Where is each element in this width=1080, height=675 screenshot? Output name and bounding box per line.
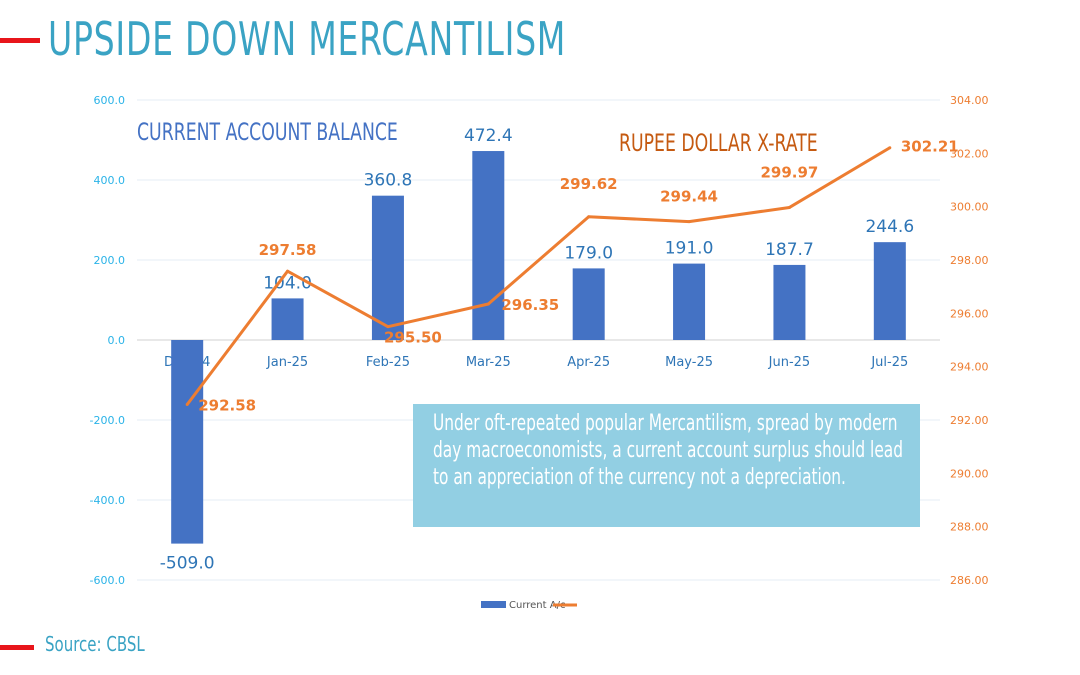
left-axis-tick: 400.0	[94, 174, 126, 187]
line-data-label: 296.35	[501, 296, 559, 314]
bar	[773, 264, 806, 340]
line-data-label: 297.58	[259, 241, 317, 259]
line-point	[687, 220, 691, 224]
right-axis-tick: 300.00	[950, 201, 989, 214]
chart-annotation-current-account: CURRENT ACCOUNT BALANCE	[137, 118, 398, 146]
bar-data-label: 191.0	[665, 239, 714, 259]
line-point	[587, 215, 591, 219]
callout-box: Under oft-repeated popular Mercantilism,…	[413, 404, 920, 527]
line-data-label: 302.21	[901, 138, 959, 156]
right-axis-tick: 296.00	[950, 307, 989, 320]
line-data-label: 292.58	[198, 397, 256, 415]
right-axis-tick: 290.00	[950, 467, 989, 480]
category-label: Jun-25	[768, 355, 811, 370]
bar	[572, 268, 605, 340]
category-label: Jul-25	[870, 355, 908, 370]
line-data-label: 299.97	[760, 163, 818, 181]
source-accent-bar	[0, 645, 34, 650]
right-axis-tick: 286.00	[950, 574, 989, 587]
source-note: Source: CBSL	[45, 632, 145, 656]
callout-text: Under oft-repeated popular Mercantilism,…	[433, 411, 904, 490]
chart-annotation-exchange-rate: RUPEE DOLLAR X-RATE	[619, 129, 818, 157]
bar-data-label: 187.7	[765, 240, 814, 260]
line-data-label: 299.44	[660, 188, 718, 206]
line-point	[888, 146, 892, 150]
line-data-label: 299.62	[560, 175, 618, 193]
bar	[371, 195, 404, 340]
left-axis-tick: -200.0	[90, 414, 125, 427]
right-axis-tick: 304.00	[950, 94, 989, 107]
category-label: Apr-25	[567, 355, 610, 370]
line-point	[185, 403, 189, 407]
right-axis-tick: 294.00	[950, 361, 989, 374]
bar-data-label: 360.8	[364, 171, 413, 191]
category-label: Mar-25	[466, 355, 511, 370]
line-point	[286, 269, 290, 273]
bar	[873, 242, 906, 340]
left-axis-tick: 0.0	[108, 334, 126, 347]
line-point	[787, 205, 791, 209]
exchange-rate-line	[185, 146, 891, 406]
left-axis-tick: 200.0	[94, 254, 126, 267]
right-axis-tick: 292.00	[950, 414, 989, 427]
line-point	[386, 325, 390, 329]
line-data-label: 295.50	[384, 329, 442, 347]
bar-data-label: 244.6	[865, 217, 914, 237]
bar	[673, 263, 706, 340]
bar	[472, 151, 505, 340]
title-accent-bar	[0, 38, 40, 43]
page-title: UPSIDE DOWN MERCANTILISM	[48, 12, 567, 66]
left-axis-tick: -600.0	[90, 574, 125, 587]
left-axis-tick: 600.0	[94, 94, 126, 107]
bar-data-label: -509.0	[160, 554, 215, 574]
left-axis-tick: -400.0	[90, 494, 125, 507]
right-axis-tick: 298.00	[950, 254, 989, 267]
bar	[171, 340, 204, 544]
legend-swatch-bar	[481, 601, 506, 608]
bar-data-label: 104.0	[263, 273, 312, 293]
bar-data-label: 179.0	[564, 243, 613, 263]
bar	[271, 298, 304, 340]
legend-label-bar: Current A/c	[509, 600, 565, 611]
line-point	[486, 302, 490, 306]
category-label: Feb-25	[366, 355, 410, 370]
right-axis-tick: 302.00	[950, 147, 989, 160]
category-label: May-25	[665, 355, 713, 370]
right-axis-tick: 288.00	[950, 521, 989, 534]
category-label: Jan-25	[266, 355, 308, 370]
bar-data-label: 472.4	[464, 126, 513, 146]
